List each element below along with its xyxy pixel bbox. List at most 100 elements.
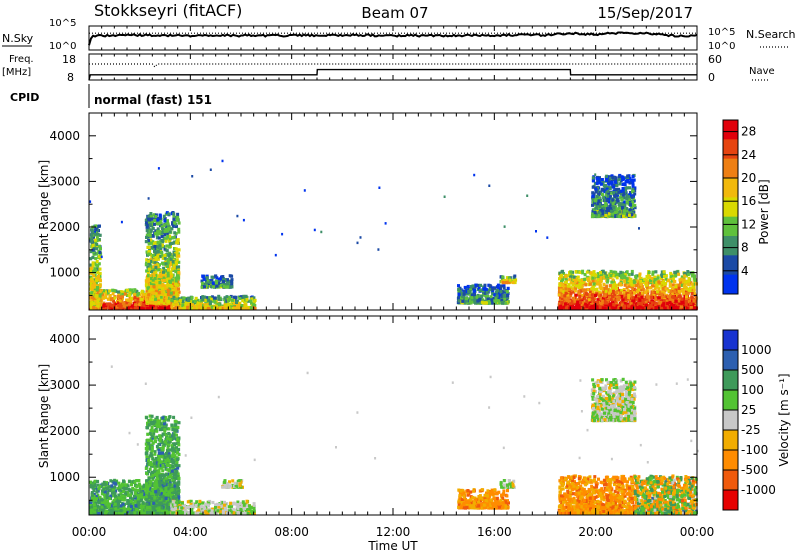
range-cell — [95, 235, 99, 239]
range-cell — [175, 262, 178, 266]
range-cell — [602, 276, 606, 280]
range-cell — [94, 232, 98, 237]
range-cell — [175, 218, 179, 222]
range-cell — [493, 286, 497, 290]
range-cell — [602, 282, 606, 286]
range-cell — [227, 306, 231, 310]
range-cell — [250, 297, 254, 301]
range-cell — [165, 229, 169, 233]
range-cell — [160, 232, 163, 236]
range-cell — [177, 254, 181, 258]
range-cell — [157, 236, 161, 240]
range-cell — [581, 301, 585, 305]
range-cell — [190, 303, 194, 307]
range-cell — [171, 283, 175, 287]
range-cell — [615, 305, 619, 309]
range-cell — [175, 283, 179, 287]
range-cell — [207, 298, 211, 302]
range-cell — [496, 289, 499, 293]
range-cell — [668, 280, 672, 285]
range-cell — [149, 281, 153, 285]
range-cell — [641, 293, 645, 297]
range-cell — [503, 297, 507, 301]
range-cell — [172, 295, 176, 299]
range-cell — [108, 289, 112, 293]
freq-unit-label: [MHz] — [2, 67, 31, 78]
range-cell — [605, 284, 609, 288]
range-cell — [650, 299, 654, 303]
range-cell — [113, 296, 117, 300]
range-cell — [173, 221, 177, 225]
range-cell — [489, 295, 493, 299]
range-cell — [153, 276, 157, 281]
range-cell — [150, 267, 154, 271]
range-cell — [226, 285, 230, 289]
range-cell — [145, 258, 149, 262]
range-cell — [160, 284, 164, 288]
range-cell — [94, 293, 98, 298]
range-cell — [638, 298, 642, 302]
range-cell — [172, 214, 176, 218]
range-cell — [483, 283, 487, 287]
range-cell — [580, 302, 584, 307]
range-cell — [603, 286, 607, 290]
range-cell — [127, 302, 131, 306]
range-cell — [652, 282, 656, 286]
range-cell — [175, 295, 179, 299]
range-cell — [167, 245, 171, 249]
range-cell — [96, 298, 100, 302]
range-cell — [597, 278, 600, 282]
range-cell — [646, 275, 650, 280]
range-cell — [656, 276, 660, 280]
range-cell — [98, 294, 102, 298]
range-cell — [649, 301, 653, 305]
range-cell — [621, 298, 625, 302]
range-cell — [580, 293, 584, 297]
range-cell — [95, 252, 99, 256]
range-cell — [572, 290, 575, 294]
range-cell — [147, 306, 151, 311]
range-cell — [578, 270, 582, 274]
range-cell — [637, 307, 641, 311]
range-cell — [90, 291, 94, 295]
range-cell — [162, 266, 166, 270]
range-cell — [642, 280, 646, 284]
range-cell — [192, 304, 196, 309]
range-cell — [583, 290, 587, 294]
range-cell — [508, 278, 512, 282]
range-cell — [633, 280, 637, 284]
range-cell — [682, 281, 685, 285]
range-cell — [630, 293, 634, 298]
range-cell — [177, 297, 181, 301]
range-cell — [103, 307, 107, 311]
range-cell — [172, 253, 176, 257]
range-cell — [611, 287, 615, 291]
range-cell — [130, 288, 134, 292]
range-cell — [663, 284, 667, 288]
range-cell — [168, 230, 172, 234]
range-cell — [159, 221, 163, 225]
range-cell — [621, 303, 625, 307]
range-cell — [466, 284, 470, 289]
range-cell — [121, 295, 124, 299]
range-cell — [650, 293, 654, 297]
range-cell — [627, 293, 631, 297]
range-cell — [156, 252, 160, 256]
range-cell — [655, 292, 659, 296]
range-cell — [677, 295, 681, 299]
range-cell — [161, 243, 164, 247]
range-cell — [251, 302, 255, 306]
range-cell — [478, 297, 482, 301]
range-cell — [490, 301, 494, 305]
range-cell — [206, 306, 210, 311]
range-cell — [165, 269, 169, 273]
range-cell — [586, 288, 589, 292]
range-cell — [662, 282, 666, 286]
range-cell — [227, 299, 231, 303]
range-cell — [630, 269, 634, 274]
range-cell — [456, 296, 460, 301]
range-cell — [210, 279, 214, 283]
range-cell — [133, 306, 137, 311]
range-cell — [249, 306, 253, 310]
range-cell — [560, 273, 564, 277]
